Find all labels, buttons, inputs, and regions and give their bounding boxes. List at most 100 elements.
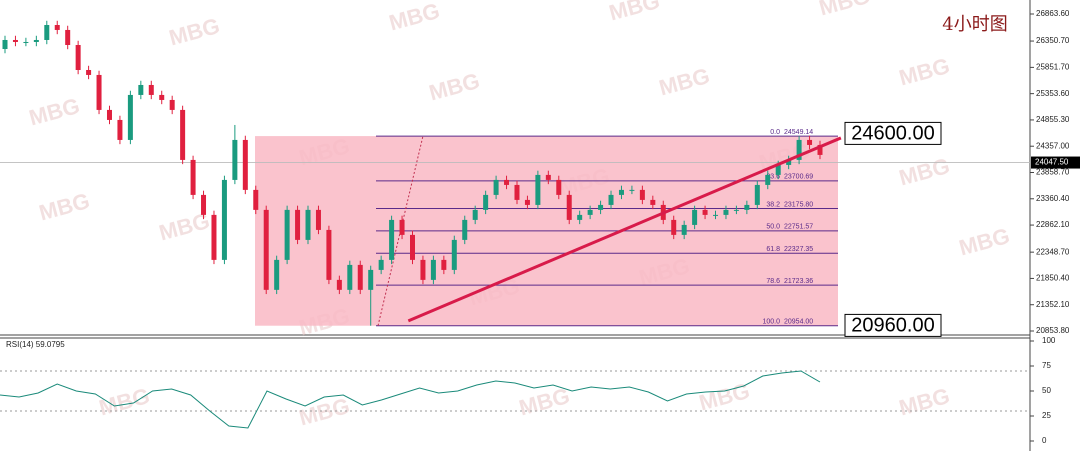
fib-ratio: 100.0 — [762, 319, 780, 326]
candle-body — [138, 84, 144, 95]
candle-body — [807, 139, 813, 145]
candle-body — [493, 179, 499, 195]
candle-body — [148, 84, 154, 95]
candle-body — [524, 199, 530, 205]
rsi-label: RSI(14) 59.0795 — [6, 340, 65, 349]
y-tick-label: 21352.10 — [1036, 300, 1070, 309]
fib-ratio: 38.2 — [766, 201, 780, 208]
candle-body — [451, 239, 457, 270]
fib-price: 22327.35 — [784, 246, 813, 253]
candle-body — [368, 269, 374, 290]
candle-body — [44, 25, 50, 40]
fib-price: 24549.14 — [784, 129, 813, 136]
candle-body — [127, 94, 133, 140]
candle-body — [430, 259, 436, 280]
chart-title: 4小时图 — [942, 14, 1007, 35]
fib-ratio: 61.8 — [766, 246, 780, 253]
candle-body — [566, 194, 572, 220]
candle-body — [504, 179, 510, 185]
candle-body — [702, 209, 708, 215]
candle-body — [169, 99, 175, 110]
candle-body — [347, 264, 353, 290]
candle-body — [681, 224, 687, 235]
candle-body — [221, 179, 227, 260]
candle-body — [190, 159, 196, 195]
candle-body — [650, 199, 656, 205]
candle-body — [775, 164, 781, 175]
fib-price: 23700.69 — [784, 174, 813, 181]
candle-body — [75, 44, 81, 70]
y-tick-label: 21850.40 — [1036, 274, 1070, 283]
rsi-tick-label: 0 — [1042, 436, 1047, 445]
candle-body — [723, 209, 729, 215]
candle-body — [535, 174, 541, 205]
y-tick-label: 20853.80 — [1036, 326, 1070, 335]
y-tick-label: 26863.60 — [1036, 9, 1070, 18]
candle-body — [117, 119, 123, 140]
annotation-box — [844, 121, 942, 145]
candle-body — [284, 209, 290, 260]
fib-price: 22751.57 — [784, 224, 813, 231]
y-tick-label: 23858.70 — [1036, 168, 1070, 177]
y-tick-label: 25353.60 — [1036, 89, 1070, 98]
candle-body — [326, 229, 332, 280]
candle-body — [410, 234, 415, 260]
candle-body — [692, 209, 698, 225]
candle-body — [33, 39, 39, 42]
rsi-tick-label: 75 — [1042, 361, 1051, 370]
candle-body — [389, 219, 395, 260]
candle-body — [232, 139, 238, 180]
candle-body — [713, 214, 719, 216]
candle-body — [765, 174, 771, 185]
candle-body — [639, 189, 645, 200]
candle-body — [336, 279, 342, 290]
candle-body — [556, 179, 562, 195]
candle-body — [86, 69, 92, 75]
y-tick-label: 24855.30 — [1036, 115, 1070, 124]
candle-body — [253, 189, 259, 210]
candle-body — [305, 209, 311, 240]
last-price-label: 24047.50 — [1035, 158, 1069, 167]
candle-body — [514, 184, 520, 200]
candle-body — [817, 144, 823, 155]
candle-body — [608, 194, 614, 205]
candle-body — [483, 194, 489, 210]
candle-body — [598, 204, 604, 210]
rsi-tick-label: 100 — [1042, 336, 1056, 345]
candle-body — [472, 209, 478, 220]
candle-body — [796, 139, 802, 160]
candle-body — [577, 214, 583, 220]
fib-ratio: 78.6 — [766, 278, 780, 285]
candle-body — [242, 139, 248, 190]
candle-body — [420, 259, 426, 280]
candle-body — [378, 259, 384, 270]
candle-body — [441, 259, 447, 270]
fib-price: 21723.36 — [784, 278, 813, 285]
candle-body — [180, 109, 186, 160]
annotation-box — [844, 313, 942, 337]
candle-body — [786, 159, 792, 165]
candle-body — [159, 94, 165, 100]
y-tick-label: 24357.00 — [1036, 141, 1070, 150]
candle-body — [629, 189, 635, 191]
annotation: 24600.00 — [851, 123, 934, 145]
fib-ratio: 0.0 — [770, 129, 780, 136]
y-tick-label: 22862.10 — [1036, 220, 1070, 229]
candle-body — [96, 74, 102, 110]
fib-price: 20954.00 — [784, 319, 813, 326]
candle-body — [399, 219, 405, 235]
y-tick-label: 22348.70 — [1036, 247, 1070, 256]
candle-body — [315, 209, 321, 230]
candle-body — [106, 109, 112, 120]
candle-body — [65, 29, 71, 45]
candle-body — [54, 25, 60, 30]
y-tick-label: 25851.70 — [1036, 62, 1070, 71]
candle-body — [754, 184, 760, 205]
candle-body — [618, 189, 624, 195]
candle-body — [744, 204, 750, 210]
candle-body — [12, 39, 18, 42]
fib-ratio: 50.0 — [766, 224, 780, 231]
trendline — [407, 136, 842, 323]
last-price-box — [1031, 156, 1080, 169]
